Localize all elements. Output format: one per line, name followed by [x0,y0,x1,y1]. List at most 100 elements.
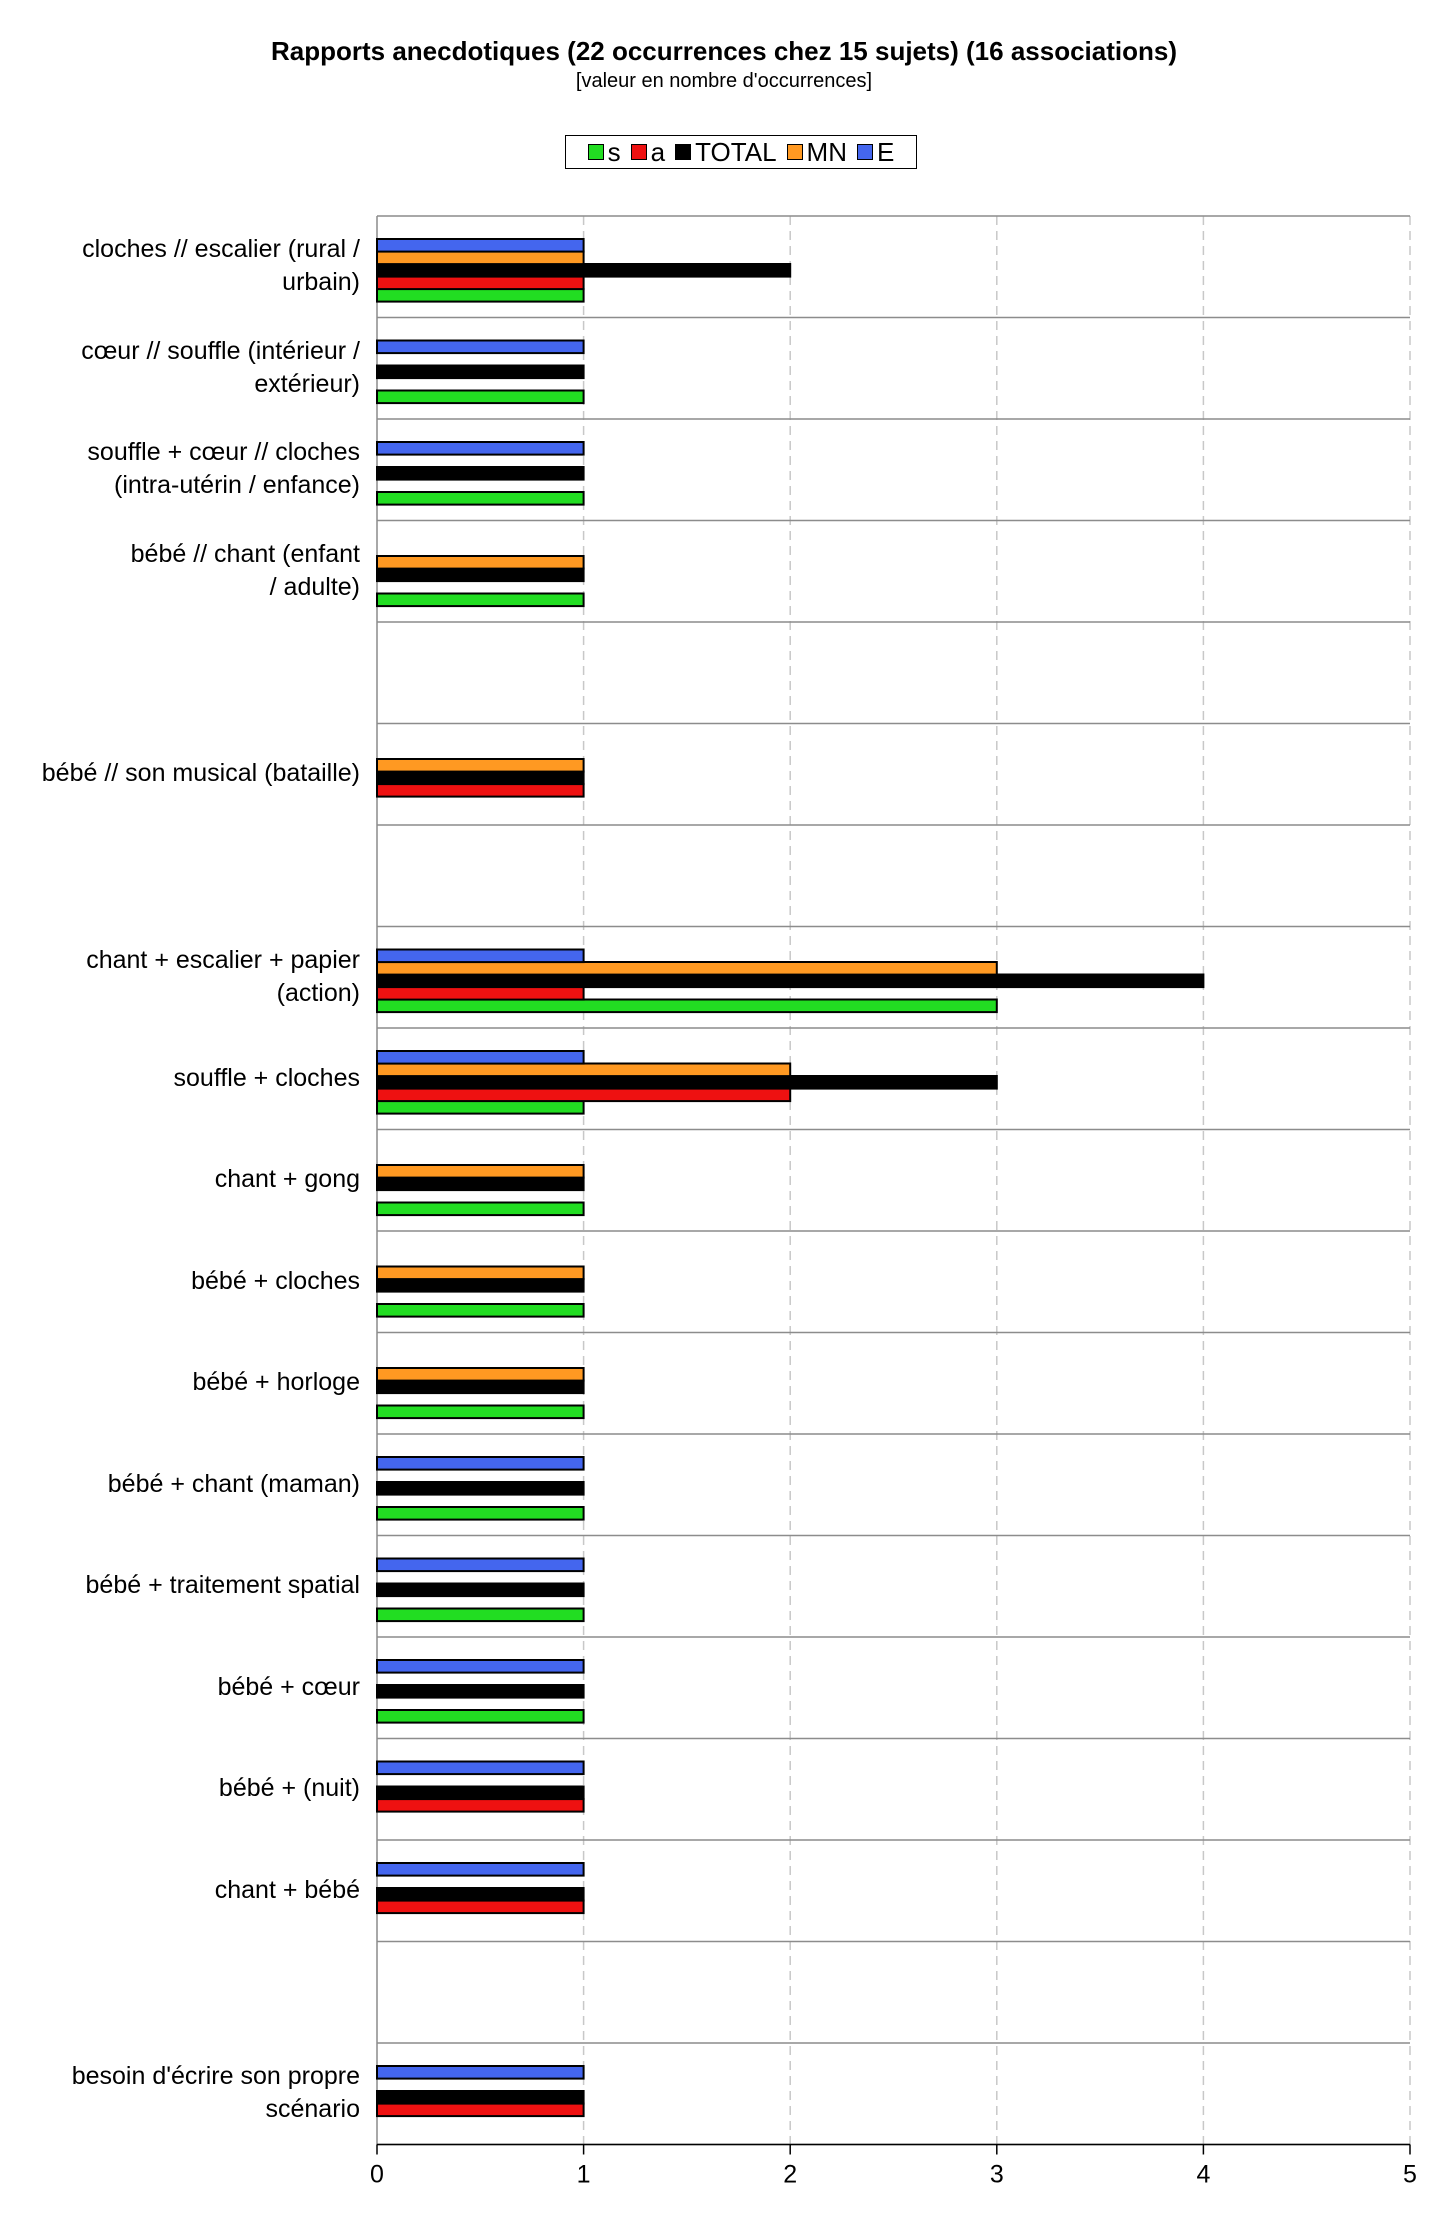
bar [376,1506,585,1521]
bar [376,1899,585,1915]
bar [376,1062,792,1078]
category-label-line: bébé + horloge [192,1368,360,1396]
legend-label: a [650,136,666,167]
legend-label: TOTAL [695,136,777,167]
bar [376,1075,998,1090]
category-label-line: bébé // son musical (bataille) [41,759,360,787]
category-label-line: scénario [265,2095,361,2123]
legend-item: s [587,137,621,168]
bar [376,998,998,1014]
bar [376,1709,585,1724]
category-label: bébé + cloches [10,1265,360,1298]
category-label-line: bébé + cœur [217,1672,360,1701]
bar [376,1379,585,1395]
bar [376,592,585,608]
category-label-line: / adulte) [269,572,360,601]
x-tick-label: 0 [370,2161,384,2189]
bar [376,1164,585,1179]
bar [376,973,1205,989]
category-label: chant + bébé [10,1874,360,1907]
category-label: besoin d'écrire son propre scénario [10,2060,360,2126]
bar [376,1582,585,1598]
bar [376,491,585,506]
category-label-line: bébé // chant (enfant [130,539,360,568]
bar [376,275,585,291]
bar [376,1798,585,1813]
bar [376,364,585,380]
category-label-line: chant + escalier + papier [86,945,360,974]
chart-title: Rapports anecdotiques (22 occurrences ch… [271,36,1177,66]
x-tick-label: 4 [1196,2161,1210,2189]
bar [376,250,585,266]
bar [376,1481,585,1496]
bar [376,238,585,253]
x-tick-label: 2 [783,2161,797,2189]
legend-label: MN [806,136,847,167]
category-label: souffle + cœur // cloches (intra-utérin /… [10,436,360,502]
bar [376,1456,585,1471]
category-label: souffle + cloches [10,1062,360,1095]
bar [376,783,585,798]
bar [376,1684,585,1699]
bar [376,441,585,456]
bar [376,961,998,976]
bar [376,1404,585,1420]
legend-label: E [876,136,895,167]
legend-swatch [856,144,873,160]
bar [376,986,585,1001]
bar [376,1050,585,1065]
category-label: bébé + traitement spatial [10,1569,360,1602]
category-label-line: (action) [276,978,360,1007]
legend-swatch [587,144,604,160]
bar [376,1785,585,1801]
legend-item: E [856,136,895,168]
bar [376,1760,585,1776]
category-label: bébé + chant (maman) [10,1468,360,1501]
category-label: bébé + cœur [10,1671,360,1704]
category-label-line: bébé + cloches [191,1266,360,1295]
bar [376,1607,585,1623]
bar [376,1887,585,1902]
bar [376,1265,585,1281]
category-label: bébé + horloge [10,1366,360,1399]
category-label: bébé // chant (enfant / adulte) [10,538,360,604]
bar [376,1100,585,1115]
category-label-line: cœur // souffle (intérieur / [81,336,360,365]
legend-item: a [630,136,666,168]
category-label: bébé + (nuit) [10,1772,360,1805]
bar [376,770,585,786]
category-label: chant + gong [10,1163,360,1196]
category-label-line: urbain) [282,268,360,296]
bar [376,567,585,583]
bar [376,288,585,303]
bar [376,555,585,570]
category-label-line: souffle + cœur // cloches [87,438,360,466]
bar [376,2102,585,2118]
category-label-line: extérieur) [254,369,360,398]
category-label-line: chant + gong [214,1165,360,1193]
legend-swatch [630,144,647,160]
category-label: chant + escalier + papier (action) [10,944,360,1010]
category-label-line: souffle + cloches [173,1063,360,1092]
bar [376,2090,585,2105]
bar [376,1303,585,1318]
bar [376,1087,792,1103]
bar [376,1278,585,1293]
bar [376,1659,585,1674]
bar [376,1862,585,1877]
legend-item: TOTAL [675,136,777,168]
legend-item: MN [786,136,847,168]
bar [376,2065,585,2080]
x-tick-label: 3 [990,2161,1004,2189]
bar [376,1176,585,1192]
category-label-line: bébé + chant (maman) [107,1469,360,1498]
bar [376,263,792,278]
bar [376,466,585,481]
bar [376,758,585,773]
chart-subtitle: [valeur en nombre d'occurrences] [575,70,873,92]
bar [376,339,585,355]
x-tick-label: 1 [577,2161,591,2189]
category-label: bébé // son musical (bataille) [10,757,360,790]
